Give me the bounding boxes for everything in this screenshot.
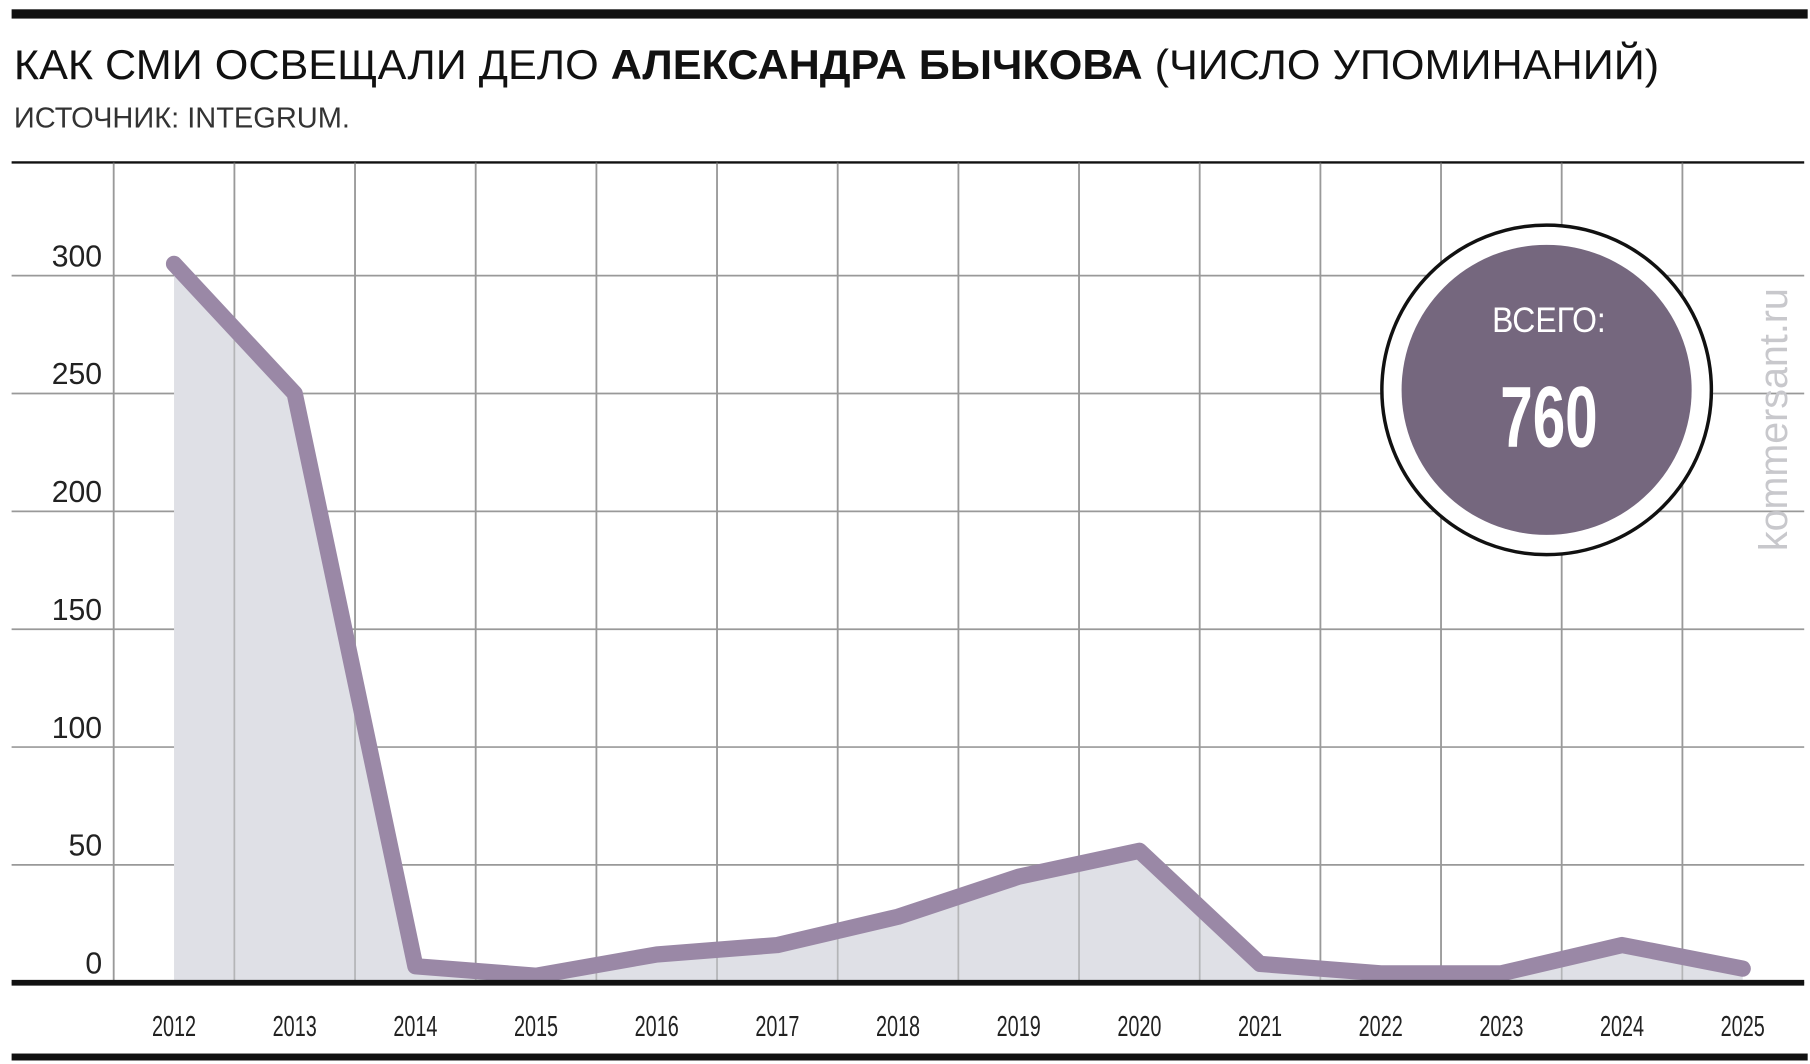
area <box>174 263 1743 983</box>
y-tick-label: 200 <box>52 476 102 509</box>
y-tick-label: 0 <box>85 947 102 980</box>
line <box>165 255 1751 984</box>
x-tick-label: 2015 <box>514 1011 558 1043</box>
watermark: kommersant.ru <box>1752 288 1796 551</box>
y-tick-label: 100 <box>52 712 102 745</box>
x-tick-label: 2023 <box>1479 1011 1523 1043</box>
x-tick-label: 2017 <box>755 1011 799 1043</box>
x-tick-label: 2018 <box>876 1011 920 1043</box>
x-tick-label: 2022 <box>1359 1011 1403 1043</box>
top-bar <box>11 9 1808 19</box>
title-part: (ЧИСЛО УПОМИНАНИЙ) <box>1155 40 1660 88</box>
bottom-bar <box>11 1053 1808 1061</box>
x-tick-label: 2019 <box>997 1011 1041 1043</box>
title-part: АЛЕКСАНДРА БЫЧКОВА <box>611 41 1143 88</box>
y-tick-label: 250 <box>52 358 102 391</box>
y-tick-label: 300 <box>52 240 102 273</box>
title-part: КАК СМИ ОСВЕЩАЛИ ДЕЛО <box>14 41 599 88</box>
x-tick-label: 2025 <box>1721 1011 1765 1043</box>
y-tick-label: 150 <box>52 594 102 627</box>
x-tick-label: 2020 <box>1117 1011 1161 1043</box>
x-tick-label: 2024 <box>1600 1011 1644 1043</box>
x-tick-label: 2016 <box>635 1011 679 1043</box>
badge-label: ВСЕГО: <box>1492 301 1606 340</box>
badge-total: 760 <box>1500 370 1597 466</box>
badge-inner <box>1401 244 1692 535</box>
y-tick-label: 50 <box>69 830 103 863</box>
x-tick-label: 2021 <box>1238 1011 1282 1043</box>
x-tick-label: 2014 <box>393 1011 437 1043</box>
x-tick-label: 2013 <box>273 1011 317 1043</box>
chart-title: КАК СМИ ОСВЕЩАЛИ ДЕЛО АЛЕКСАНДРА БЫЧКОВА… <box>14 40 1659 88</box>
plot: 0 50 100 150 200 250 300 2012 2013 2014 2015 2016 20… <box>11 161 1805 1043</box>
x-tick-label: 2012 <box>152 1011 196 1043</box>
subtitle: ИСТОЧНИК: INTEGRUM. <box>14 103 350 135</box>
